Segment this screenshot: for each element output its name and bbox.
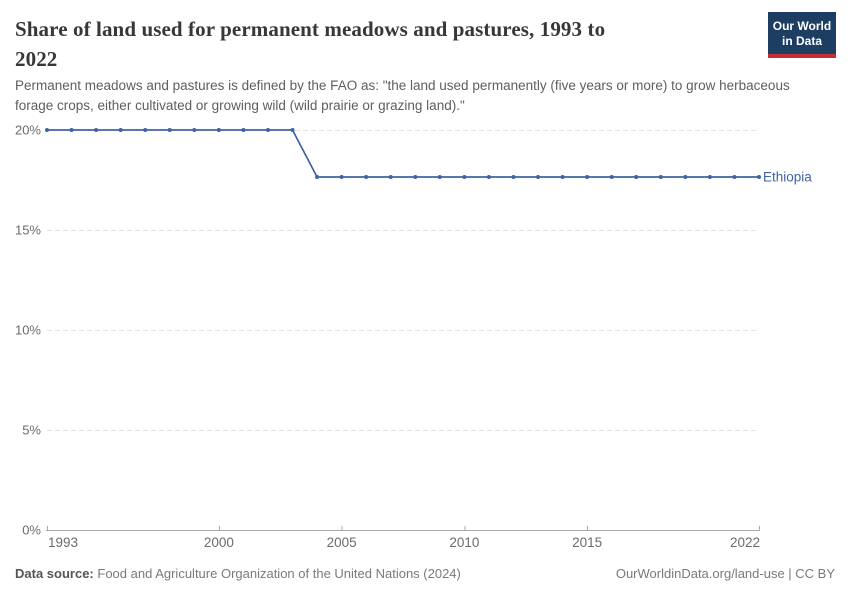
data-point-2018 [658,175,663,179]
x-tick-label: 2005 [327,535,357,550]
entity-label-ethiopia: Ethiopia [763,170,812,185]
x-tick-label: 2010 [449,535,479,550]
data-point-2013 [536,175,541,179]
chart-footer: Data source: Food and Agriculture Organi… [15,566,835,583]
owid-logo[interactable]: Our World in Data [768,12,836,58]
footer-link[interactable]: OurWorldinData.org/land-use | CC BY [615,566,835,581]
y-tick-label: 10% [15,323,41,338]
data-point-2012 [511,175,516,179]
data-point-2005 [339,175,344,179]
y-tick-label: 5% [22,423,41,438]
data-point-2016 [609,175,614,179]
data-point-2022 [757,175,761,179]
data-point-2019 [683,175,688,179]
data-point-2017 [634,175,639,179]
logo-red-bar [768,54,836,58]
y-tick-label: 0% [22,523,41,538]
x-tick-label: 1993 [48,535,78,550]
data-point-2010 [462,175,467,179]
data-point-2001 [241,128,246,132]
data-point-1996 [118,128,123,132]
data-point-2007 [388,175,393,179]
data-point-1998 [167,128,172,132]
x-tick-label: 2022 [730,535,760,550]
data-point-1994 [69,128,74,132]
data-point-2011 [486,175,491,179]
data-point-2004 [315,175,320,179]
data-source-label: Data source: [15,566,94,581]
data-point-2000 [216,128,221,132]
x-tick-label: 2015 [572,535,602,550]
data-point-2009 [437,175,442,179]
data-point-2020 [707,175,712,179]
logo-line-1: Our World [772,19,832,33]
data-point-2003 [290,128,295,132]
x-tick-label: 2000 [204,535,234,550]
data-point-2015 [585,175,590,179]
data-point-1995 [94,128,99,132]
data-source: Data source: Food and Agriculture Organi… [15,566,461,583]
chart-subtitle: Permanent meadows and pastures is define… [15,78,790,113]
y-tick-label: 15% [15,223,41,238]
y-tick-label: 20% [15,123,41,138]
data-point-2008 [413,175,418,179]
data-point-2014 [560,175,565,179]
data-point-1993 [45,128,49,132]
data-source-text: Food and Agriculture Organization of the… [97,566,461,581]
data-point-2021 [732,175,737,179]
logo-line-2: in Data [781,34,822,48]
data-point-2006 [364,175,369,179]
data-point-2002 [265,128,270,132]
data-point-1997 [143,128,148,132]
series-line-ethiopia [47,129,759,178]
data-point-1999 [192,128,197,132]
page-title: Share of land used for permanent meadows… [15,17,606,72]
